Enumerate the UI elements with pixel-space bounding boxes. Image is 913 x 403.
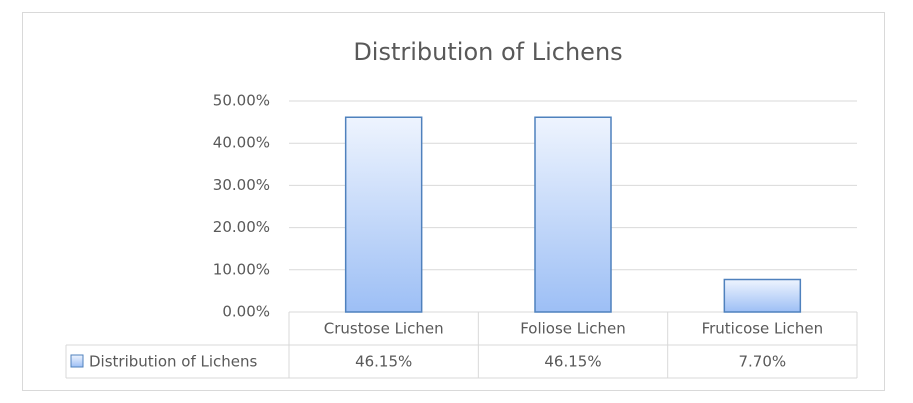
y-tick-label: 0.00% bbox=[222, 303, 270, 321]
x-tick-label: Foliose Lichen bbox=[520, 320, 626, 338]
legend-key bbox=[70, 354, 84, 368]
legend-label: Distribution of Lichens bbox=[89, 353, 258, 371]
y-tick-label: 30.00% bbox=[213, 176, 270, 194]
bar bbox=[534, 116, 612, 313]
chart-title: Distribution of Lichens bbox=[353, 38, 622, 66]
y-tick-label: 40.00% bbox=[213, 134, 270, 152]
bar bbox=[723, 278, 802, 313]
x-tick-label: Fruticose Lichen bbox=[702, 320, 824, 338]
table-value: 7.70% bbox=[739, 353, 787, 371]
y-tick-label: 50.00% bbox=[213, 92, 270, 110]
bar bbox=[344, 116, 423, 313]
table-value: 46.15% bbox=[355, 353, 412, 371]
chart-border bbox=[22, 12, 885, 391]
y-tick-label: 20.00% bbox=[213, 218, 270, 236]
table-value: 46.15% bbox=[544, 353, 601, 371]
y-tick-label: 10.00% bbox=[213, 260, 270, 278]
x-tick-label: Crustose Lichen bbox=[324, 320, 444, 338]
